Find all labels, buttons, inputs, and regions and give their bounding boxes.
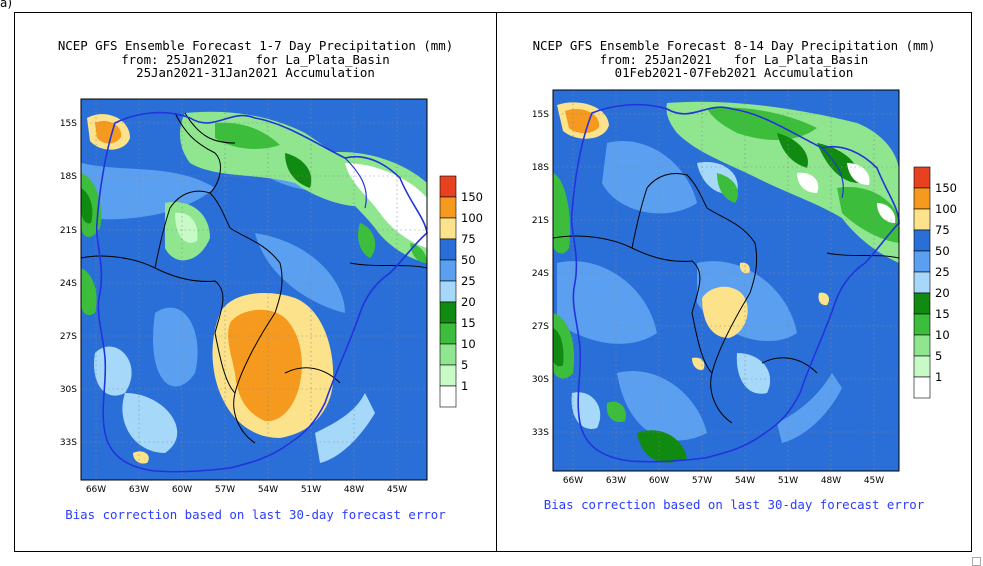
lat-label: 33S: [532, 428, 549, 438]
color-legend: 150 100 75 50 25 20 15 10 5 1: [913, 166, 957, 399]
precip-field: [81, 99, 427, 480]
bias-correction-note: Bias correction based on last 30-day for…: [65, 507, 446, 522]
legend-level: 5: [935, 349, 942, 363]
longitude-labels: 66W 63W 60W 57W 54W 51W 48W 45W: [563, 476, 884, 486]
lat-label: 24S: [532, 269, 549, 279]
legend-level: 5: [461, 358, 468, 372]
lat-label: 21S: [60, 226, 77, 236]
country-borders: [80, 112, 428, 444]
precipitation-map: 15S 18S 21S 24S 27S 30S 33S 66W 63W 60W …: [60, 98, 483, 495]
lon-label: 57W: [215, 485, 235, 495]
legend-level: 15: [461, 316, 476, 330]
lon-label: 54W: [258, 485, 278, 495]
legend-level: 100: [461, 211, 483, 225]
basin-outline: [95, 111, 428, 473]
title-line-1: NCEP GFS Ensemble Forecast 1-7 Day Preci…: [57, 38, 454, 53]
lat-label: 30S: [60, 385, 77, 395]
legend-level: 15: [935, 307, 950, 321]
lat-label: 15S: [532, 110, 549, 120]
title-line-3: 25Jan2021-31Jan2021 Accumulation: [136, 65, 375, 80]
lat-lon-grid: [553, 90, 899, 471]
legend-level: 75: [461, 232, 476, 246]
lat-label: 18S: [60, 172, 77, 182]
precipitation-map: 15S 18S 21S 24S 27S 30S 33S 66W 63W 60W …: [532, 89, 957, 486]
legend-level: 100: [935, 202, 957, 216]
longitude-labels: 66W 63W 60W 57W 54W 51W 48W 45W: [86, 485, 407, 495]
lon-label: 60W: [172, 485, 192, 495]
legend-level: 50: [935, 244, 950, 258]
lat-label: 15S: [60, 119, 77, 129]
legend-level: 20: [935, 286, 950, 300]
panel-title: NCEP GFS Ensemble Forecast 1-7 Day Preci…: [15, 39, 496, 80]
lat-label: 33S: [60, 438, 77, 448]
lon-label: 51W: [301, 485, 321, 495]
basin-outline: [570, 103, 900, 463]
lon-label: 63W: [129, 485, 149, 495]
lon-label: 66W: [86, 485, 106, 495]
legend-level: 20: [461, 295, 476, 309]
legend-level: 150: [935, 181, 957, 195]
lon-label: 54W: [735, 476, 755, 486]
lon-label: 51W: [778, 476, 798, 486]
lat-label: 21S: [532, 216, 549, 226]
title-line-2: from: 25Jan2021 for La_Plata_Basin: [599, 51, 869, 67]
legend-level: 1: [935, 370, 942, 384]
legend-level: 1: [461, 379, 468, 393]
lat-lon-grid: [81, 99, 427, 480]
resize-handle: [972, 557, 981, 566]
title-line-1: NCEP GFS Ensemble Forecast 8-14 Day Prec…: [532, 38, 936, 53]
legend-level: 10: [935, 328, 950, 342]
figure-panel-label: a): [0, 0, 13, 10]
bias-correction-note: Bias correction based on last 30-day for…: [543, 497, 925, 512]
lon-label: 48W: [821, 476, 841, 486]
lon-label: 57W: [692, 476, 712, 486]
title-line-2: from: 25Jan2021 for La_Plata_Basin: [121, 51, 390, 67]
title-line-3: 01Feb2021-07Feb2021 Accumulation: [614, 65, 854, 80]
lon-label: 45W: [387, 485, 407, 495]
latitude-labels: 15S 18S 21S 24S 27S 30S 33S: [532, 110, 549, 438]
panel-title: NCEP GFS Ensemble Forecast 8-14 Day Prec…: [497, 39, 971, 80]
lon-label: 45W: [864, 476, 884, 486]
precip-field: [553, 90, 899, 471]
color-legend: 150 100 75 50 25 20 15 10 5 1: [439, 175, 483, 408]
lon-label: 48W: [344, 485, 364, 495]
lat-label: 27S: [532, 322, 549, 332]
country-borders: [552, 173, 900, 424]
lat-label: 24S: [60, 279, 77, 289]
latitude-labels: 15S 18S 21S 24S 27S 30S 33S: [60, 119, 77, 448]
legend-level: 25: [461, 274, 476, 288]
lat-label: 18S: [532, 163, 549, 173]
legend-level: 10: [461, 337, 476, 351]
legend-level: 75: [935, 223, 950, 237]
lon-label: 63W: [606, 476, 626, 486]
lat-label: 27S: [60, 332, 77, 342]
lon-label: 60W: [649, 476, 669, 486]
map-panel-week1: NCEP GFS Ensemble Forecast 1-7 Day Preci…: [14, 12, 497, 552]
lat-label: 30S: [532, 375, 549, 385]
map-panel-week2: NCEP GFS Ensemble Forecast 8-14 Day Prec…: [496, 12, 972, 552]
legend-level: 50: [461, 253, 476, 267]
lon-label: 66W: [563, 476, 583, 486]
legend-level: 150: [461, 190, 483, 204]
legend-level: 25: [935, 265, 950, 279]
